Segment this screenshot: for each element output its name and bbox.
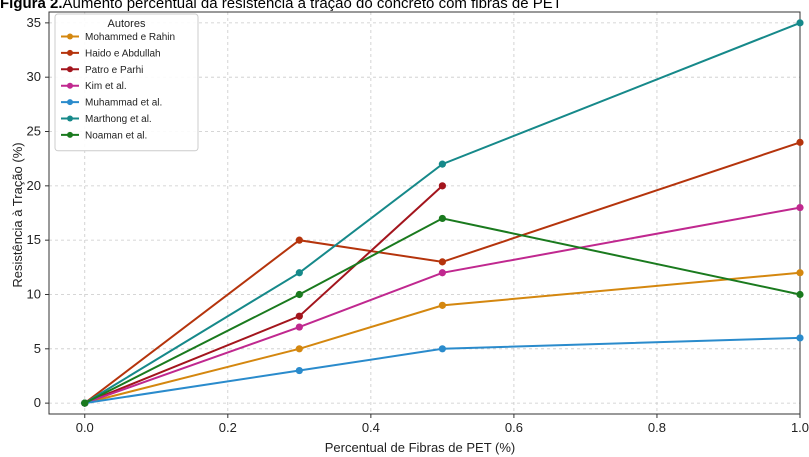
y-tick-label: 0 bbox=[34, 395, 41, 410]
data-point bbox=[796, 203, 804, 212]
legend-entry-label: Haido e Abdullah bbox=[85, 48, 161, 59]
data-point bbox=[438, 269, 446, 277]
y-axis-label: Resistência à Tração (%) bbox=[10, 142, 25, 287]
data-point bbox=[438, 301, 446, 309]
legend-entry-label: Noaman et al. bbox=[85, 130, 147, 141]
legend-entry-label: Marthong et al. bbox=[85, 114, 152, 125]
legend-marker bbox=[67, 131, 73, 138]
series-line bbox=[84, 21, 801, 404]
legend-entry-label: Muhammad et al. bbox=[85, 98, 162, 109]
data-point bbox=[796, 138, 804, 146]
x-axis-label: Percentual de Fibras de PET (%) bbox=[325, 440, 516, 455]
legend-entry-label: Kim et al. bbox=[85, 81, 127, 92]
data-point bbox=[295, 312, 303, 320]
x-tick-label: 0.2 bbox=[219, 420, 237, 435]
data-point bbox=[438, 345, 446, 353]
data-point bbox=[796, 334, 804, 342]
data-point bbox=[295, 290, 303, 299]
legend-title: Autores bbox=[108, 18, 146, 30]
y-tick-label: 30 bbox=[27, 69, 41, 84]
y-tick-label: 5 bbox=[34, 341, 41, 356]
data-point bbox=[295, 366, 303, 375]
data-point bbox=[295, 269, 303, 277]
legend-marker bbox=[67, 66, 73, 73]
y-tick-label: 15 bbox=[27, 232, 41, 247]
x-tick-label: 1.0 bbox=[791, 420, 809, 435]
legend-entry-label: Mohammed e Rahin bbox=[85, 32, 175, 43]
series-layer bbox=[81, 19, 804, 407]
caption-text: Aumento percentual da resistência à traç… bbox=[62, 0, 562, 12]
legend-marker bbox=[67, 115, 73, 122]
y-tick-label: 35 bbox=[27, 15, 41, 30]
legend-entry-label: Patro e Parhi bbox=[85, 65, 143, 76]
legend-marker bbox=[67, 82, 73, 89]
series-line bbox=[84, 206, 801, 405]
data-point bbox=[295, 345, 303, 353]
data-point bbox=[796, 19, 804, 27]
series-line bbox=[84, 217, 801, 404]
legend-marker bbox=[67, 49, 73, 56]
grid-lines bbox=[49, 12, 801, 414]
figure-caption: Figura 2.Aumento percentual da resistênc… bbox=[0, 0, 809, 12]
y-tick-label: 25 bbox=[27, 124, 41, 139]
legend-marker bbox=[67, 99, 73, 106]
axes: 0.0 0.2 0.4 0.6 0.8 1.0 0 5 10 15 20 25 30 35 bbox=[27, 11, 809, 435]
data-point bbox=[796, 269, 804, 277]
x-tick-label: 0.6 bbox=[505, 420, 523, 435]
y-tick-label: 20 bbox=[27, 178, 41, 193]
x-tick-label: 0.4 bbox=[362, 420, 380, 435]
legend: Autores Mohammed e Rahin Haido e Abdullah P… bbox=[54, 13, 199, 152]
x-tick-label: 0.0 bbox=[76, 420, 94, 435]
data-point bbox=[295, 323, 303, 331]
data-point bbox=[438, 160, 446, 168]
caption-label: Figura 2. bbox=[0, 0, 63, 12]
legend-box bbox=[54, 13, 199, 152]
y-tick-label: 10 bbox=[27, 286, 41, 301]
series-line bbox=[84, 271, 801, 405]
data-point bbox=[81, 399, 89, 407]
plot-frame bbox=[48, 11, 801, 415]
data-point bbox=[438, 258, 446, 266]
data-point bbox=[796, 290, 804, 299]
data-point bbox=[438, 214, 446, 223]
data-point bbox=[438, 182, 446, 190]
x-tick-label: 0.8 bbox=[648, 420, 666, 435]
legend-marker bbox=[67, 33, 73, 40]
data-point bbox=[295, 236, 303, 244]
series-line bbox=[84, 336, 801, 405]
